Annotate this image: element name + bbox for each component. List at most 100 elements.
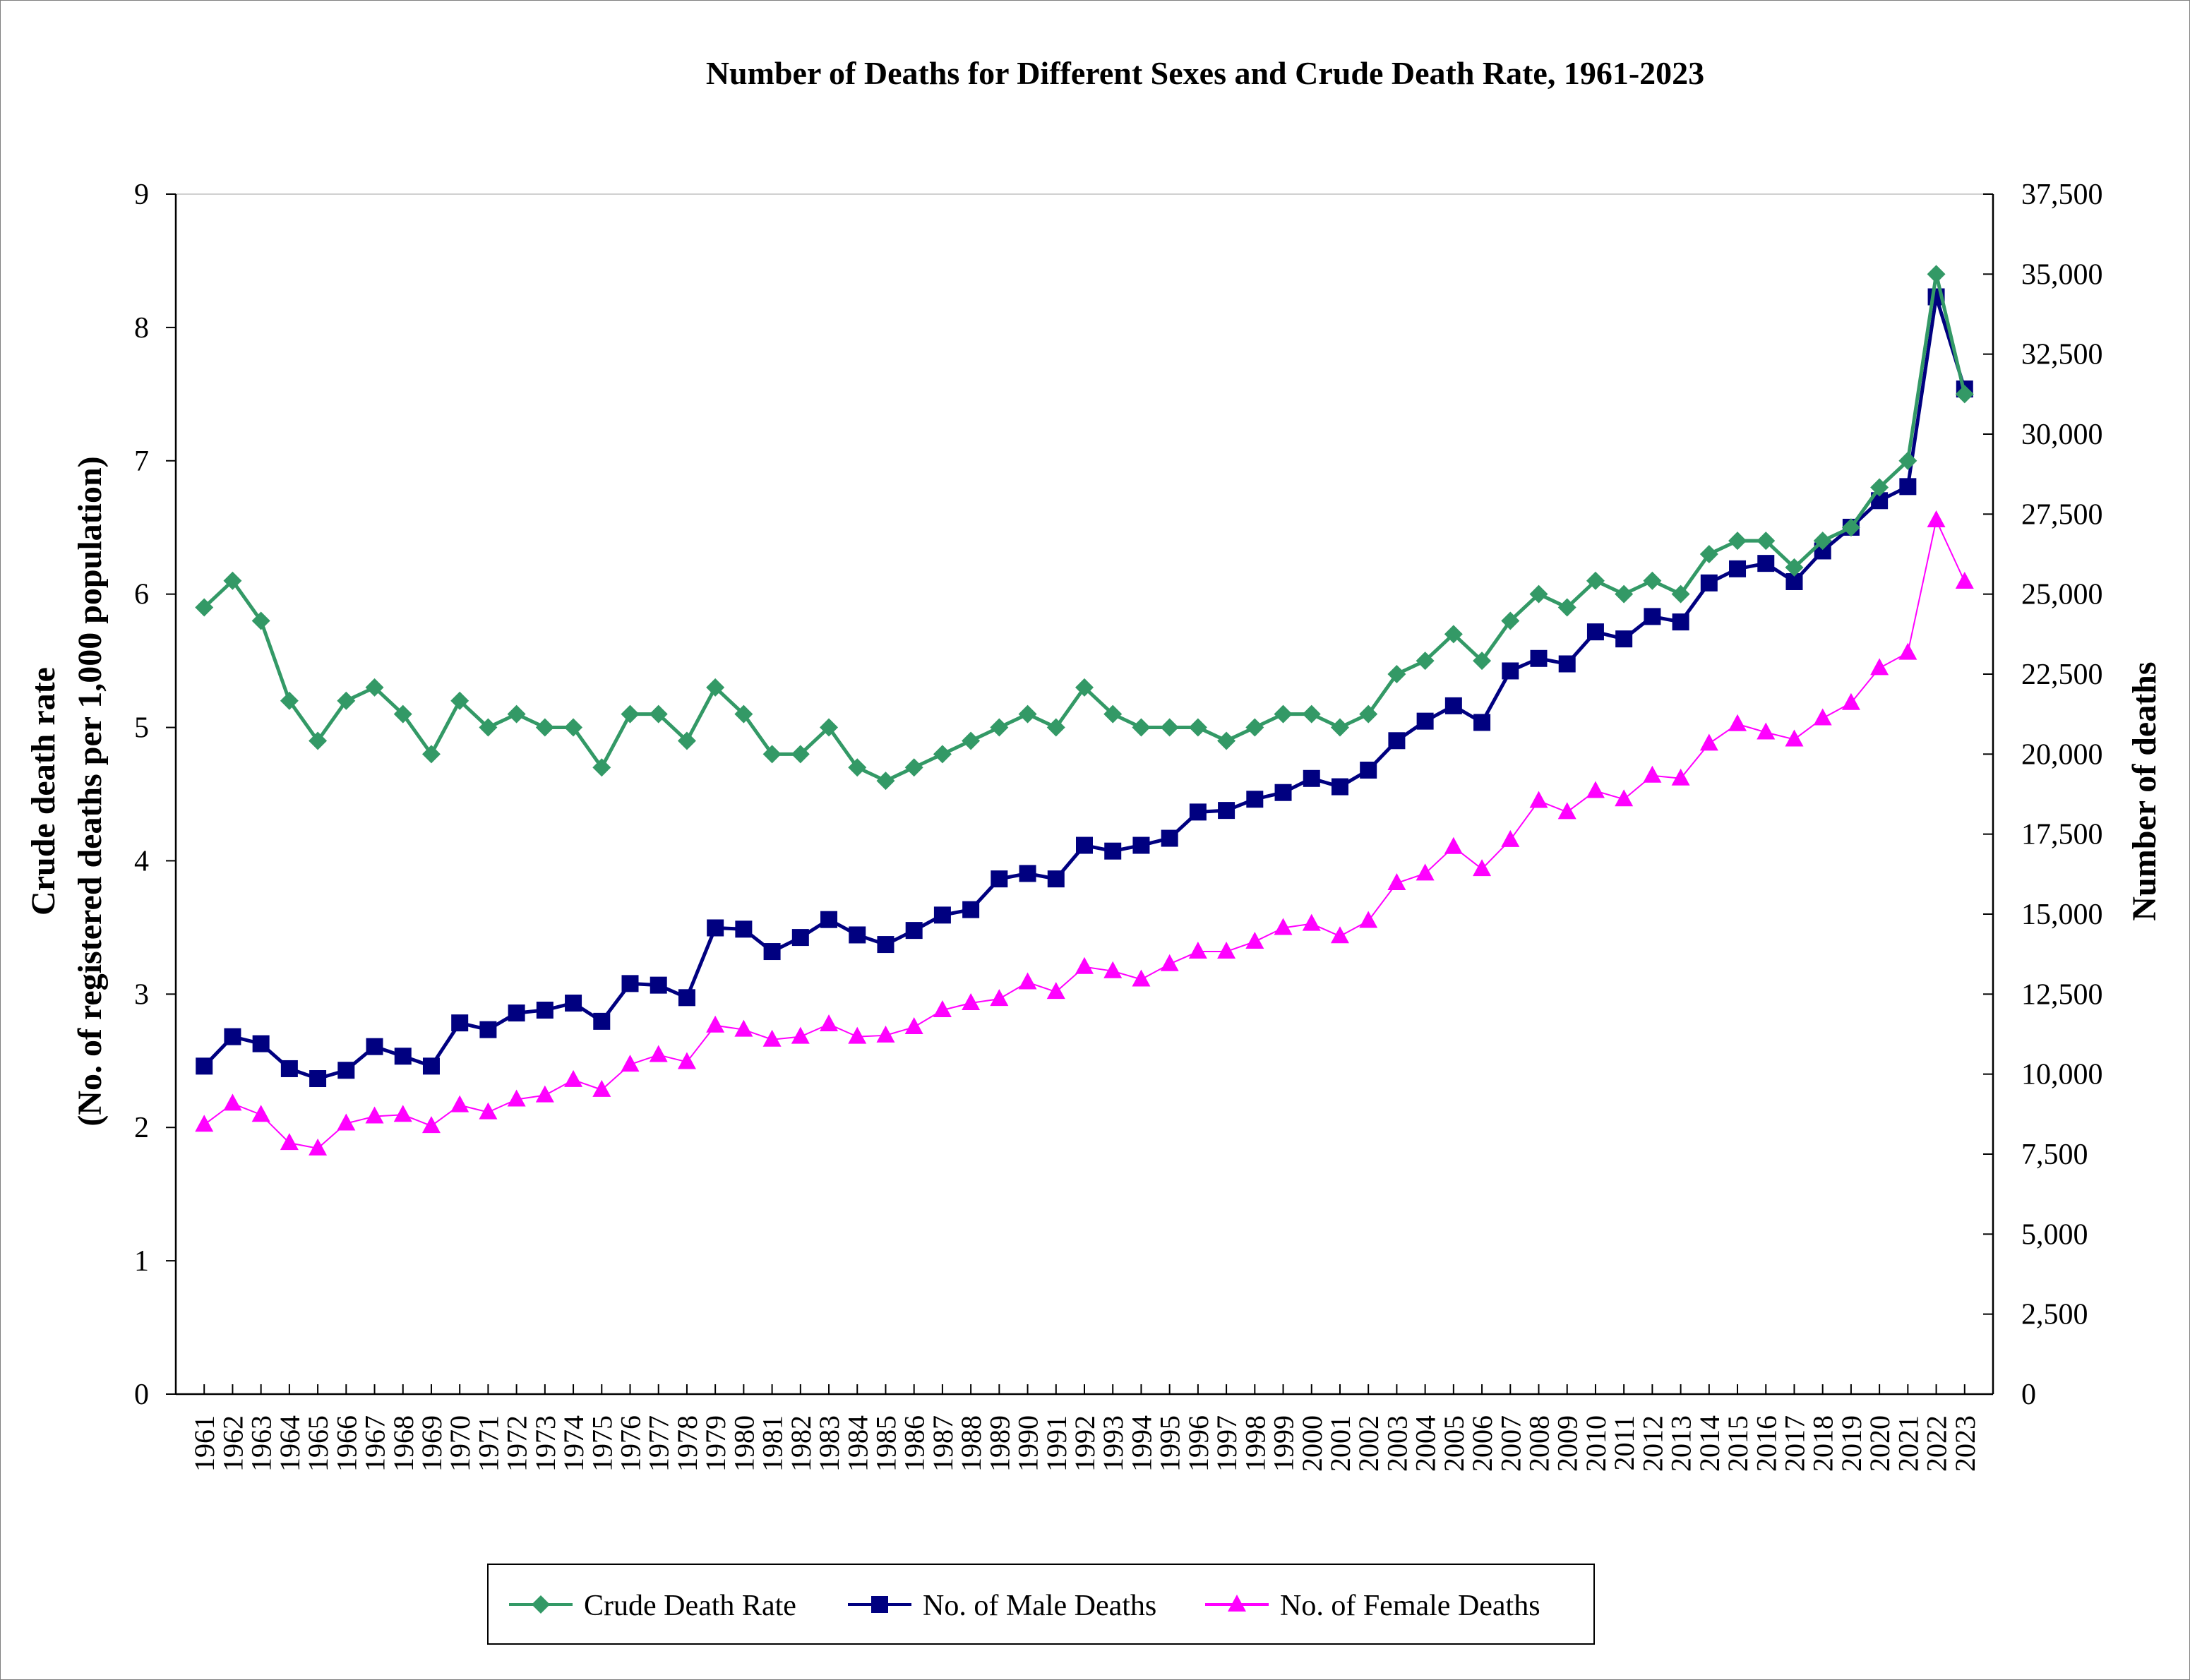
x-tick-label: 1978 xyxy=(671,1415,703,1472)
data-point xyxy=(1870,658,1889,676)
data-point xyxy=(1218,802,1235,820)
x-tick-label: 1982 xyxy=(785,1415,817,1472)
data-point xyxy=(933,906,951,924)
y-right-tick-label: 12,500 xyxy=(2021,978,2103,1011)
data-point xyxy=(1557,598,1576,617)
x-tick-label: 2008 xyxy=(1524,1415,1555,1472)
x-tick-label: 2018 xyxy=(1807,1415,1839,1472)
data-point xyxy=(1699,545,1718,563)
data-point xyxy=(1132,836,1150,854)
x-tick-label: 2005 xyxy=(1438,1415,1470,1472)
data-point xyxy=(990,989,1009,1007)
legend-item: Crude Death Rate xyxy=(509,1590,796,1622)
legend-marker-triangle xyxy=(1228,1595,1246,1612)
data-point xyxy=(1671,768,1690,786)
y-left-tick-label: 3 xyxy=(134,978,149,1011)
data-point xyxy=(962,993,981,1011)
y-right-tick-label: 15,000 xyxy=(2021,899,2103,931)
y-right-tick-label: 0 xyxy=(2021,1379,2036,1411)
data-point xyxy=(1387,665,1406,683)
data-point xyxy=(1927,510,1946,527)
data-point xyxy=(1132,718,1151,737)
legend-marker-diamond xyxy=(532,1595,550,1614)
x-tick-label: 2004 xyxy=(1410,1415,1442,1472)
data-point xyxy=(1444,697,1462,714)
data-point xyxy=(1416,652,1435,671)
data-point xyxy=(1841,692,1860,710)
data-point xyxy=(1899,478,1917,496)
x-tick-label: 1999 xyxy=(1268,1415,1300,1472)
data-point xyxy=(706,678,725,697)
data-point xyxy=(195,598,214,617)
data-point xyxy=(1188,718,1207,737)
legend-label: No. of Male Deaths xyxy=(923,1590,1156,1622)
x-tick-label: 2021 xyxy=(1892,1415,1924,1472)
data-point xyxy=(1586,571,1605,590)
data-point xyxy=(1416,712,1434,730)
x-tick-label: 2011 xyxy=(1608,1415,1640,1471)
data-point xyxy=(592,758,611,777)
data-point xyxy=(1274,704,1293,724)
x-tick-label: 1966 xyxy=(330,1415,362,1472)
data-point xyxy=(309,1138,328,1156)
data-point xyxy=(1103,961,1123,978)
x-tick-label: 1971 xyxy=(472,1415,504,1472)
x-tick-label: 1964 xyxy=(274,1415,306,1472)
data-point xyxy=(1274,784,1292,801)
data-point xyxy=(990,718,1009,737)
x-tick-label: 2003 xyxy=(1381,1415,1413,1472)
x-tick-label: 2007 xyxy=(1495,1415,1526,1472)
data-point xyxy=(1076,836,1093,854)
data-point xyxy=(280,691,299,710)
data-point xyxy=(422,1057,440,1075)
y-right-tick-label: 27,500 xyxy=(2021,498,2103,531)
x-tick-label: 1981 xyxy=(757,1415,789,1472)
data-point xyxy=(791,929,809,947)
data-point xyxy=(1898,642,1917,660)
y-left-tick-label: 4 xyxy=(134,845,149,877)
data-point xyxy=(876,772,895,791)
x-tick-label: 1963 xyxy=(246,1415,277,1472)
data-point xyxy=(508,1004,525,1022)
y-right-tick-label: 17,500 xyxy=(2021,819,2103,851)
data-point xyxy=(450,1095,469,1112)
data-point xyxy=(1586,781,1605,798)
data-point xyxy=(1615,584,1634,604)
data-point xyxy=(1785,558,1804,577)
y-right-tick-label: 32,500 xyxy=(2021,339,2103,371)
y-axis-left-title-line1: Crude death rate xyxy=(25,667,62,916)
data-point xyxy=(1217,942,1236,959)
data-point xyxy=(1444,836,1463,854)
data-point xyxy=(365,678,384,697)
data-point xyxy=(251,1105,270,1122)
x-tick-label: 1967 xyxy=(359,1415,391,1472)
data-point xyxy=(1046,718,1065,737)
data-point xyxy=(251,611,270,630)
data-point xyxy=(450,691,469,710)
x-tick-label: 1988 xyxy=(955,1415,987,1472)
x-tick-label: 1997 xyxy=(1211,1415,1243,1472)
data-point xyxy=(421,1116,441,1134)
data-point xyxy=(1586,623,1604,641)
data-point xyxy=(536,1002,554,1019)
data-point xyxy=(1075,956,1094,974)
y-right-tick-label: 22,500 xyxy=(2021,659,2103,691)
x-tick-label: 2013 xyxy=(1665,1415,1697,1472)
data-point xyxy=(1359,704,1378,724)
x-tick-label: 2022 xyxy=(1921,1415,1953,1472)
data-point xyxy=(195,1115,214,1132)
x-tick-label: 1986 xyxy=(899,1415,931,1472)
data-point xyxy=(366,1038,383,1055)
legend-label: No. of Female Deaths xyxy=(1280,1590,1540,1622)
data-point xyxy=(962,901,980,918)
data-point xyxy=(991,870,1008,888)
data-point xyxy=(762,1029,782,1047)
data-point xyxy=(650,976,667,994)
data-point xyxy=(1643,765,1662,783)
data-point xyxy=(735,920,753,938)
data-point xyxy=(649,704,668,724)
data-point xyxy=(592,1079,611,1097)
data-point xyxy=(1274,918,1293,935)
y-right-tick-label: 37,500 xyxy=(2021,179,2103,211)
data-point xyxy=(479,1021,497,1038)
